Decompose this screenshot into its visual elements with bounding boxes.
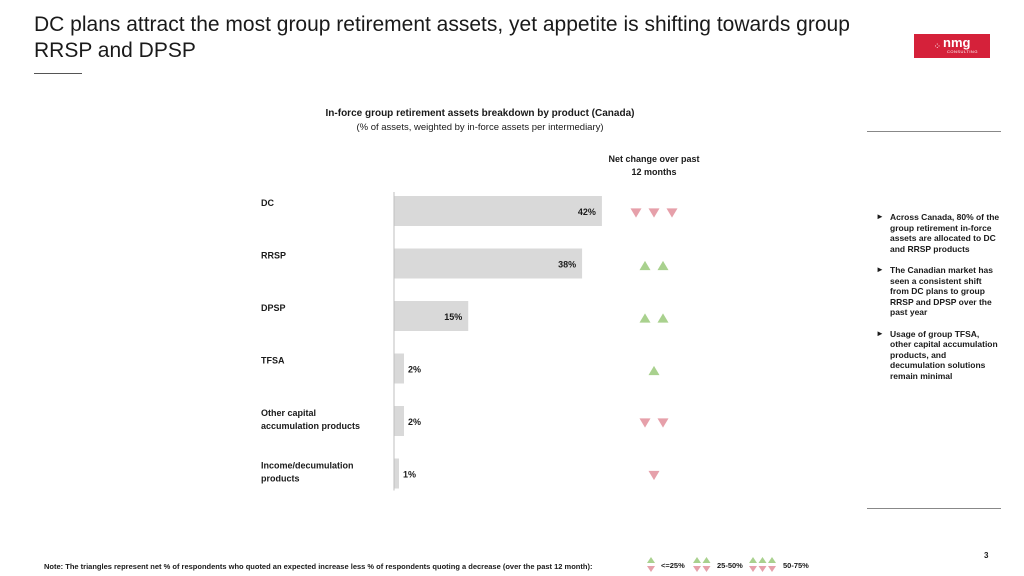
up-triangle-icon <box>648 365 660 376</box>
net-change-header: Net change over past 12 months <box>608 154 700 177</box>
category-label: TFSA <box>261 356 285 366</box>
title-underline <box>34 73 82 74</box>
page-number: 3 <box>984 551 989 560</box>
bullet-text: The Canadian market has seen a consisten… <box>890 265 993 317</box>
category-label: Income/decumulation products <box>261 461 354 484</box>
legend-down-triangle-icon <box>749 566 757 572</box>
down-triangle-icon <box>648 470 660 481</box>
slide-title: DC plans attract the most group retireme… <box>34 13 850 62</box>
value-label: 2% <box>408 417 421 427</box>
value-label: 42% <box>578 207 596 217</box>
bar <box>394 458 399 489</box>
bullet-arrow-icon: ► <box>876 265 884 274</box>
down-triangle-icon <box>648 208 660 218</box>
legend-up-triangle-icon <box>693 557 701 563</box>
bullet-text: Usage of group TFSA, other capital accum… <box>890 328 998 381</box>
category-label: DC <box>261 198 274 208</box>
legend-item: <=25% <box>646 556 685 574</box>
sidebar-bottom-rule <box>867 508 1001 509</box>
legend-item: 50-75% <box>748 556 809 574</box>
legend-item: 25-50% <box>692 556 743 574</box>
chart-title: In-force group retirement assets breakdo… <box>325 108 635 119</box>
logo-subtext: CONSULTING <box>947 49 978 54</box>
bullet-arrow-icon: ► <box>876 328 884 338</box>
value-label: 1% <box>403 470 416 480</box>
legend-down-triangle-icon <box>768 566 776 572</box>
category-label: RRSP <box>261 251 286 261</box>
legend-down-triangle-icon <box>702 566 711 572</box>
down-triangle-icon <box>666 208 678 218</box>
legend-label: 25-50% <box>717 560 743 570</box>
legend-label: <=25% <box>661 560 685 570</box>
legend-up-triangle-icon <box>758 557 767 563</box>
value-label: 15% <box>444 312 462 322</box>
bar <box>394 196 602 226</box>
legend-down-triangle-icon <box>647 566 655 572</box>
footer-note: Note: The triangles represent net % of r… <box>44 562 593 571</box>
legend-up-triangle-icon <box>749 557 757 563</box>
category-label: Other capital accumulation products <box>261 408 360 431</box>
bar <box>394 353 404 384</box>
sidebar-bullet: ► Usage of group TFSA, other capital acc… <box>876 329 1000 382</box>
legend-down-triangle-icon <box>758 566 767 572</box>
legend-triangles-icon <box>693 557 711 572</box>
legend-up-triangle-icon <box>702 557 711 563</box>
up-triangle-icon <box>657 313 669 323</box>
down-triangle-icon <box>639 418 651 428</box>
down-triangle-icon <box>630 208 642 218</box>
sidebar-bullet: ► The Canadian market has seen a consist… <box>876 265 1000 318</box>
value-label: 38% <box>558 260 576 270</box>
sidebar-bullets: ► Across Canada, 80% of the group retire… <box>876 212 1000 392</box>
bullet-arrow-icon: ► <box>876 212 884 221</box>
legend-up-triangle-icon <box>768 557 776 563</box>
value-label: 2% <box>408 365 421 375</box>
logo-dots-icon: ⁘ <box>933 40 941 51</box>
sidebar-bullet: ► Across Canada, 80% of the group retire… <box>876 212 1000 254</box>
legend-up-triangle-icon <box>647 557 655 563</box>
down-triangle-icon <box>657 418 669 428</box>
up-triangle-icon <box>657 260 669 271</box>
up-triangle-icon <box>639 313 651 323</box>
bar <box>394 301 469 331</box>
legend-label: 50-75% <box>783 560 809 570</box>
up-triangle-icon <box>639 260 651 271</box>
bar <box>394 406 404 436</box>
bar <box>394 248 583 279</box>
chart-subtitle: (% of assets, weighted by in-force asset… <box>356 122 604 133</box>
legend-down-triangle-icon <box>693 566 701 572</box>
logo-text: nmg <box>943 35 971 50</box>
sidebar-top-rule <box>867 131 1001 132</box>
category-label: DPSP <box>261 303 286 313</box>
legend-triangles-icon <box>749 557 776 572</box>
bullet-text: Across Canada, 80% of the group retireme… <box>890 212 1000 254</box>
legend-triangles-icon <box>647 557 655 572</box>
nmg-logo: ⁘ nmg CONSULTING <box>914 34 990 58</box>
